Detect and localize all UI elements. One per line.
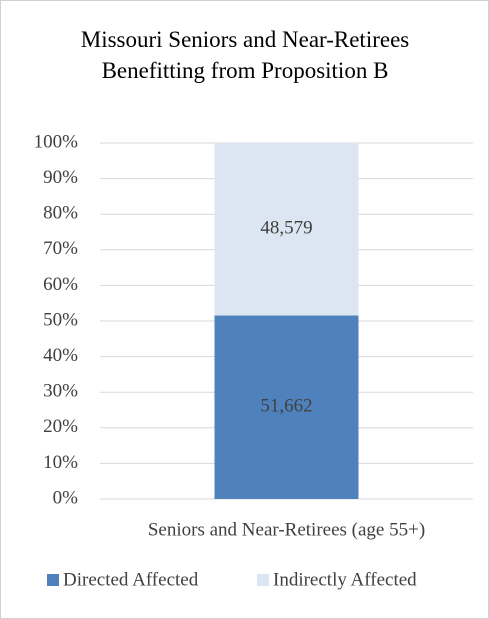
- y-tick-label: 70%: [43, 238, 78, 259]
- y-tick-label: 0%: [53, 487, 79, 508]
- y-tick-label: 100%: [34, 131, 79, 152]
- legend-swatch: [257, 574, 269, 586]
- y-tick-label: 40%: [43, 345, 78, 366]
- bar-segment: [214, 143, 359, 316]
- bar-segment: [214, 315, 359, 499]
- data-label: 51,662: [260, 396, 312, 417]
- y-tick-label: 90%: [43, 167, 78, 188]
- y-tick-label: 60%: [43, 274, 78, 295]
- y-tick-label: 80%: [43, 203, 78, 224]
- y-tick-label: 30%: [43, 381, 78, 402]
- y-tick-label: 20%: [43, 416, 78, 437]
- legend-label: Directed Affected: [63, 569, 199, 590]
- y-tick-label: 50%: [43, 309, 78, 330]
- x-tick-label: Seniors and Near-Retirees (age 55+): [148, 519, 425, 540]
- legend-swatch: [47, 574, 59, 586]
- data-label: 48,579: [260, 218, 312, 239]
- chart-title: Missouri Seniors and Near-Retirees Benef…: [80, 27, 410, 83]
- y-tick-label: 10%: [43, 452, 78, 473]
- legend-label: Indirectly Affected: [273, 569, 417, 590]
